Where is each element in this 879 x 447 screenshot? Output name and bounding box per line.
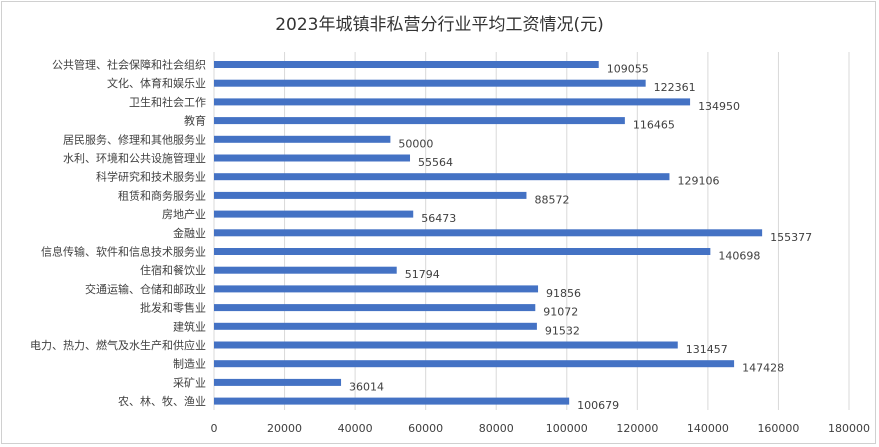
- data-label: 91856: [546, 287, 581, 300]
- data-label: 129106: [677, 175, 719, 188]
- category-label: 批发和零售业: [140, 301, 206, 315]
- bar: [214, 154, 411, 162]
- category-label: 农、林、牧、渔业: [118, 394, 206, 408]
- data-label: 140698: [718, 250, 760, 263]
- x-tick-label: 180000: [828, 422, 870, 435]
- data-label: 51794: [405, 268, 440, 281]
- bar: [214, 397, 570, 405]
- data-label: 50000: [398, 137, 433, 150]
- category-label: 卫生和社会工作: [129, 95, 206, 109]
- x-tick-label: 60000: [408, 422, 443, 435]
- category-label: 交通运输、仓储和邮政业: [85, 282, 206, 296]
- category-label: 科学研究和技术服务业: [96, 170, 206, 184]
- category-label: 电力、热力、燃气及水生产和供应业: [30, 338, 206, 352]
- bar: [214, 378, 342, 386]
- x-tick-label: 160000: [757, 422, 799, 435]
- bar: [214, 285, 539, 293]
- bar: [214, 135, 391, 143]
- data-label: 55564: [418, 156, 453, 169]
- bar: [214, 304, 536, 312]
- data-label: 155377: [770, 231, 812, 244]
- x-tick-label: 20000: [267, 422, 302, 435]
- x-tick-label: 140000: [687, 422, 729, 435]
- bar: [214, 248, 711, 255]
- bar: [214, 322, 537, 330]
- data-label: 116465: [633, 119, 675, 132]
- data-label: 122361: [654, 81, 696, 94]
- data-label: 36014: [349, 380, 384, 393]
- chart-title: 2023年城镇非私营分行业平均工资情况(元): [275, 15, 604, 35]
- data-label: 147428: [742, 362, 784, 375]
- x-tick-label: 40000: [338, 422, 373, 435]
- category-label: 信息传输、软件和信息技术服务业: [41, 245, 206, 259]
- bar: [214, 341, 678, 349]
- x-tick-label: 100000: [546, 422, 588, 435]
- data-label: 100679: [577, 399, 619, 412]
- bar: [214, 61, 599, 68]
- category-label: 教育: [184, 114, 206, 128]
- bar: [214, 360, 735, 368]
- category-label: 住宿和餐饮业: [140, 263, 206, 277]
- category-label: 制造业: [173, 357, 206, 371]
- category-label: 房地产业: [162, 207, 206, 221]
- category-label: 采矿业: [173, 376, 206, 389]
- category-label: 建筑业: [173, 319, 206, 333]
- x-tick-label: 80000: [479, 422, 514, 435]
- category-label: 水利、环境和公共设施管理业: [63, 151, 206, 165]
- bar: [214, 79, 646, 87]
- category-label: 租赁和商务服务业: [118, 188, 206, 202]
- category-label: 文化、体育和娱乐业: [107, 76, 206, 90]
- data-label: 131457: [686, 343, 728, 356]
- data-label: 88572: [534, 193, 569, 206]
- bar: [214, 210, 414, 218]
- bar: [214, 266, 397, 274]
- data-label: 91532: [545, 324, 580, 337]
- data-label: 56473: [421, 212, 456, 225]
- bar: [214, 191, 527, 199]
- category-label: 金融业: [173, 226, 206, 240]
- bar: [214, 229, 763, 237]
- category-label: 居民服务、修理和其他服务业: [63, 132, 206, 146]
- x-tick-label: 0: [211, 422, 218, 435]
- data-label: 91072: [543, 306, 578, 319]
- data-label: 109055: [607, 63, 649, 76]
- data-label: 134950: [698, 100, 740, 113]
- bar: [214, 98, 691, 106]
- category-label: 公共管理、社会保障和社会组织: [52, 58, 206, 72]
- x-tick-label: 120000: [616, 422, 658, 435]
- bar: [214, 117, 625, 125]
- bar: [214, 173, 670, 181]
